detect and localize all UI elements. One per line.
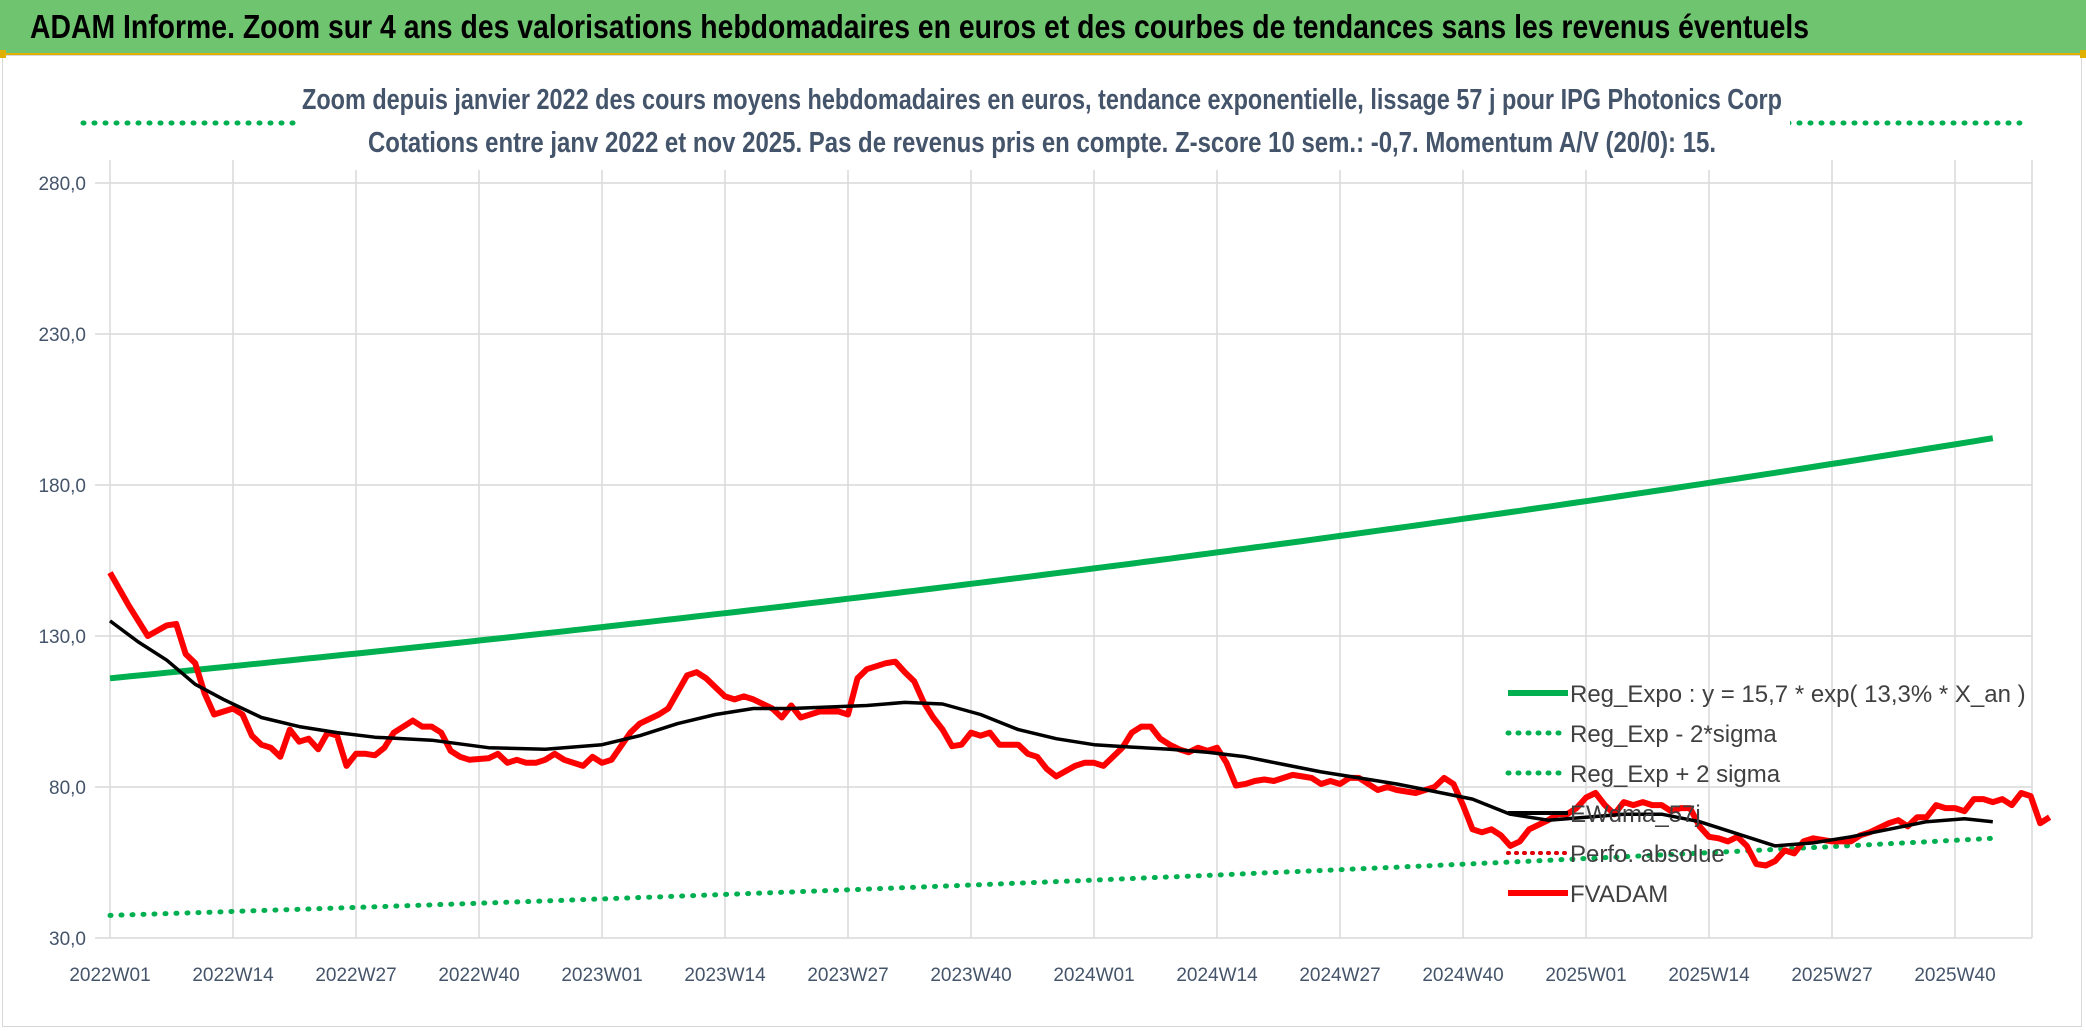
- x-tick-label: 2022W27: [315, 965, 396, 986]
- legend-item-ewma-label: EWdma_57j: [1570, 801, 1701, 828]
- y-axis: 30,0 80,0 130,0 180,0 230,0 280,0: [38, 174, 86, 950]
- chart-legend: Reg_Expo : y = 15,7 * exp( 13,3% * X_an …: [1505, 681, 2026, 908]
- x-axis: 2022W01 2022W14 2022W27 2022W40 2023W01 2023W…: [69, 965, 1995, 986]
- legend-item-perfo-label: Perfo. absolue: [1570, 841, 1725, 868]
- y-tick-label: 30,0: [49, 929, 86, 950]
- y-tick-label: 280,0: [38, 174, 86, 195]
- x-tick-label: 2025W40: [1914, 965, 1995, 986]
- x-tick-label: 2024W14: [1176, 965, 1258, 986]
- chart-frame: [2, 55, 2082, 1027]
- x-tick-label: 2024W27: [1299, 965, 1380, 986]
- x-tick-label: 2023W40: [930, 965, 1011, 986]
- x-tick-label: 2023W14: [684, 965, 766, 986]
- x-tick-label: 2023W27: [807, 965, 888, 986]
- chart-subtitle-line-1: Zoom depuis janvier 2022 des cours moyen…: [302, 84, 1782, 116]
- y-tick-label: 230,0: [38, 325, 86, 346]
- series-reg-expo: [109, 435, 1994, 682]
- y-tick-label: 130,0: [38, 627, 86, 648]
- chart-subtitle-line-2: Cotations entre janv 2022 et nov 2025. P…: [368, 127, 1716, 159]
- x-tick-label: 2025W27: [1791, 965, 1872, 986]
- chart-grid: [95, 160, 2033, 939]
- legend-item-reg-exp-plus-label: Reg_Exp + 2 sigma: [1570, 761, 1781, 788]
- y-tick-label: 180,0: [38, 476, 86, 497]
- x-tick-label: 2022W14: [192, 965, 274, 986]
- x-tick-label: 2023W01: [561, 965, 642, 986]
- series-fvadam: [107, 571, 2052, 869]
- y-tick-label: 80,0: [49, 778, 86, 799]
- x-tick-label: 2024W40: [1422, 965, 1503, 986]
- x-tick-label: 2025W14: [1668, 965, 1750, 986]
- report-title: ADAM Informe. Zoom sur 4 ans des valoris…: [30, 8, 1810, 45]
- x-tick-label: 2025W01: [1545, 965, 1626, 986]
- legend-item-fvadam-label: FVADAM: [1570, 881, 1668, 908]
- report-header-bar: ADAM Informe. Zoom sur 4 ans des valoris…: [0, 0, 2086, 55]
- subtitle-background: [296, 76, 1790, 170]
- x-tick-label: 2022W01: [69, 965, 150, 986]
- series-ewma-57j: [108, 619, 1993, 848]
- corner-mark-left: [0, 50, 6, 58]
- legend-item-reg-expo-label: Reg_Expo : y = 15,7 * exp( 13,3% * X_an …: [1570, 681, 2026, 708]
- x-tick-label: 2024W01: [1053, 965, 1134, 986]
- corner-mark-right: [2080, 50, 2086, 58]
- chart-series: [80, 120, 2052, 918]
- legend-item-reg-exp-minus-label: Reg_Exp - 2*sigma: [1570, 721, 1777, 748]
- x-tick-label: 2022W40: [438, 965, 519, 986]
